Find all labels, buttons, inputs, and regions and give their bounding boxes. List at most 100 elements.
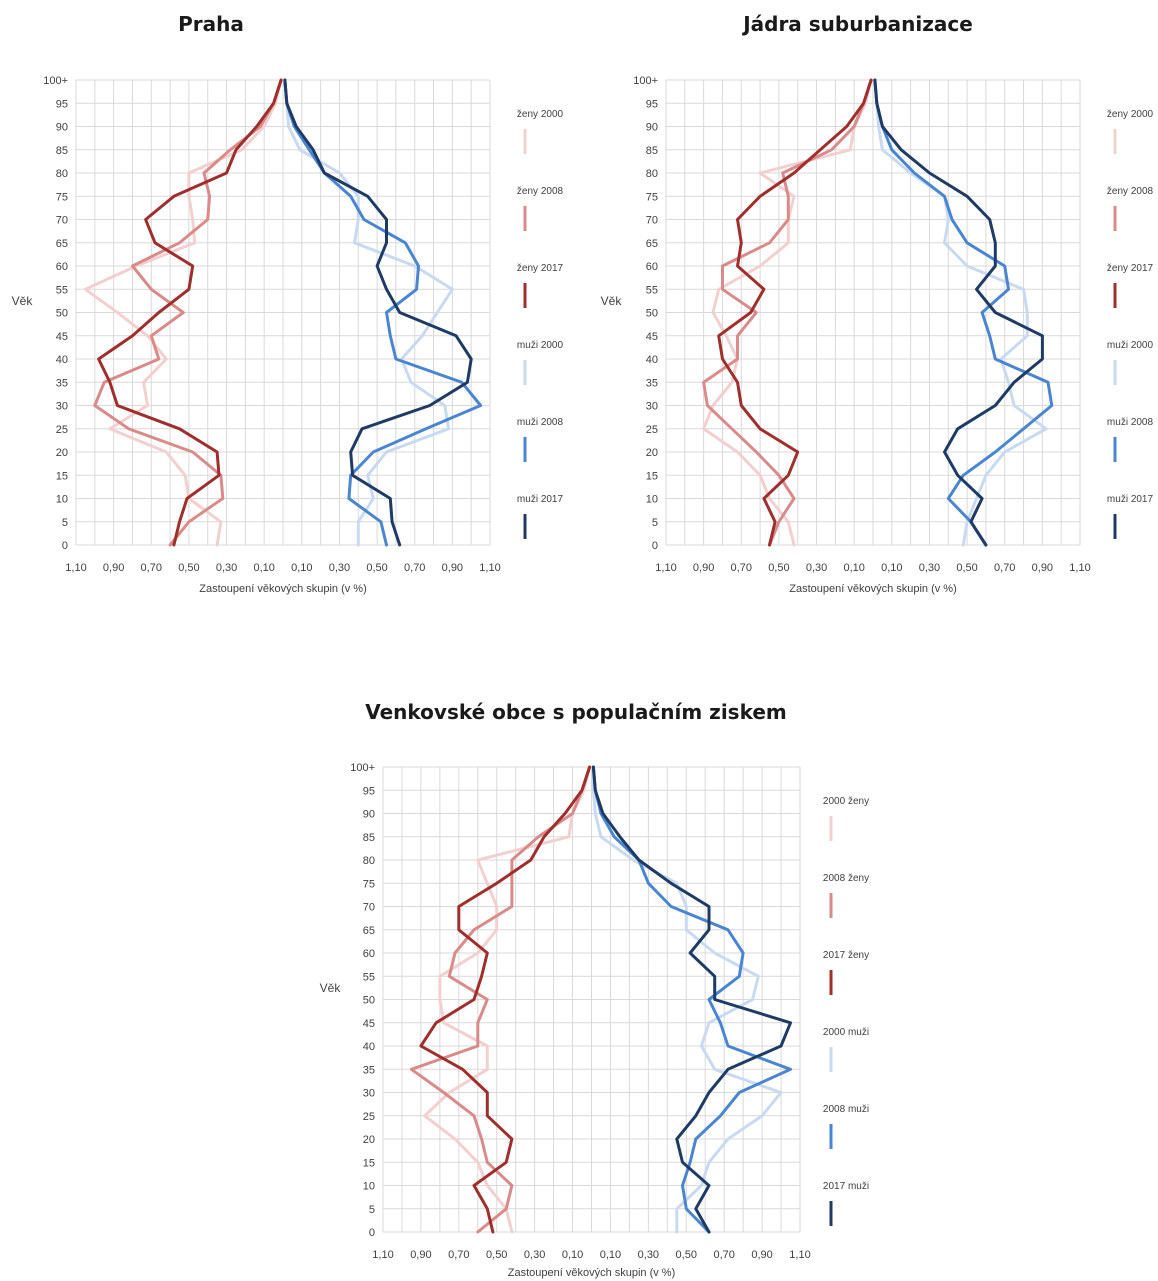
series-line	[97, 78, 283, 547]
x-tick-label: 0,90	[410, 1249, 431, 1261]
series-line	[283, 78, 483, 547]
chart-3: 0 5 10 15 20 25 30 35 40 45 50 55 60 65 70 75 80 85 90 95 10…	[320, 762, 869, 1279]
legend-label: ženy 2017	[1107, 263, 1154, 274]
legend-label: ženy 2008	[517, 186, 564, 197]
series-line	[419, 765, 592, 1234]
x-axis-label: Zastoupení věkových skupin (v %)	[508, 1267, 676, 1279]
x-tick-label: 0,70	[141, 562, 162, 574]
series-line	[591, 765, 792, 1234]
x-tick-label: 0,30	[919, 562, 940, 574]
y-tick-label: 90	[646, 122, 658, 134]
y-tick-label: 25	[363, 1111, 375, 1123]
legend-label: ženy 2017	[517, 263, 564, 274]
legend-label: 2000 ženy	[823, 796, 869, 807]
chart-title: Venkovské obce s populačním ziskem	[365, 700, 787, 724]
y-axis-label: Věk	[320, 981, 342, 995]
x-tick-label: 0,10	[600, 1249, 621, 1261]
series-line	[409, 765, 592, 1234]
chart-1: 0 5 10 15 20 25 30 35 40 45 50 55 60 65 70 75 80 85 90 95 10…	[12, 75, 564, 595]
y-tick-label: 75	[56, 191, 68, 203]
gridlines	[382, 766, 801, 1233]
y-tick-label: 100+	[43, 75, 68, 87]
legend: ženy 2000 ženy 2008 ženy 2017 muži 2000 muži…	[517, 109, 564, 539]
y-tick-label: 80	[363, 855, 375, 867]
x-tick-label: 0,10	[291, 562, 312, 574]
x-tick-label: 1,10	[372, 1249, 393, 1261]
y-tick-label: 35	[646, 377, 658, 389]
legend-label: muži 2000	[1107, 340, 1154, 351]
x-tick-label: 0,10	[843, 562, 864, 574]
legend-label: 2008 muži	[823, 1104, 869, 1115]
x-tick-label: 1,10	[655, 562, 676, 574]
series-line	[591, 765, 792, 1234]
x-tick-label: 0,90	[751, 1249, 772, 1261]
x-tick-label: 0,90	[442, 562, 463, 574]
y-tick-label: 75	[646, 191, 658, 203]
legend-label: muži 2008	[517, 417, 564, 428]
x-axis-label: Zastoupení věkových skupin (v %)	[199, 583, 367, 595]
series-line	[702, 78, 873, 547]
legend-label: ženy 2000	[1107, 109, 1154, 120]
y-tick-label: 85	[56, 145, 68, 157]
y-tick-label: 65	[56, 238, 68, 250]
series-line	[591, 765, 783, 1234]
x-tick-label: 0,70	[448, 1249, 469, 1261]
y-tick-label: 30	[56, 401, 68, 413]
y-tick-label: 45	[363, 1018, 375, 1030]
series-line	[717, 78, 873, 547]
y-tick-label: 55	[56, 284, 68, 296]
x-tick-label: 0,90	[693, 562, 714, 574]
gridlines	[75, 79, 491, 546]
y-tick-label: 20	[56, 447, 68, 459]
y-tick-label: 30	[646, 401, 658, 413]
y-tick-label: 0	[369, 1227, 375, 1239]
y-tick-label: 0	[652, 540, 658, 552]
series-line	[93, 78, 283, 547]
legend-label: 2017 muži	[823, 1181, 869, 1192]
y-tick-label: 60	[363, 948, 375, 960]
chart-2: 0 5 10 15 20 25 30 35 40 45 50 55 60 65 70 75 80 85 90 95 10…	[601, 75, 1154, 595]
y-tick-label: 20	[363, 1134, 375, 1146]
y-tick-label: 70	[646, 215, 658, 227]
y-tick-label: 95	[56, 98, 68, 110]
y-tick-label: 90	[56, 122, 68, 134]
legend-label: 2017 ženy	[823, 950, 869, 961]
y-tick-label: 60	[56, 261, 68, 273]
y-tick-label: 85	[646, 145, 658, 157]
legend: 2000 ženy 2008 ženy 2017 ženy 2000 muži 2008…	[823, 796, 869, 1226]
x-tick-label: 0,70	[713, 1249, 734, 1261]
y-tick-label: 20	[646, 447, 658, 459]
y-tick-label: 40	[363, 1041, 375, 1053]
chart-title: Praha	[178, 12, 244, 36]
legend: ženy 2000 ženy 2008 ženy 2017 muži 2000 muži…	[1107, 109, 1154, 539]
chart-title: Jádra suburbanizace	[743, 12, 973, 36]
x-tick-label: 1,10	[65, 562, 86, 574]
y-tick-label: 50	[363, 995, 375, 1007]
y-tick-label: 35	[56, 377, 68, 389]
series-line	[873, 78, 1054, 547]
y-tick-label: 15	[56, 470, 68, 482]
y-tick-label: 65	[363, 925, 375, 937]
series-line	[873, 78, 1044, 547]
y-tick-label: 80	[646, 168, 658, 180]
y-tick-label: 25	[646, 424, 658, 436]
y-tick-label: 80	[56, 168, 68, 180]
y-tick-label: 65	[646, 238, 658, 250]
y-tick-label: 55	[646, 284, 658, 296]
x-tick-label: 0,30	[216, 562, 237, 574]
y-tick-label: 10	[56, 494, 68, 506]
y-tick-label: 15	[646, 470, 658, 482]
x-tick-label: 0,30	[638, 1249, 659, 1261]
y-tick-label: 35	[363, 1064, 375, 1076]
series-line	[283, 78, 473, 547]
y-tick-label: 45	[56, 331, 68, 343]
legend-label: 2008 ženy	[823, 873, 869, 884]
y-axis-label: Věk	[601, 294, 623, 308]
x-tick-label: 0,30	[524, 1249, 545, 1261]
y-tick-label: 60	[646, 261, 658, 273]
x-tick-label: 0,10	[562, 1249, 583, 1261]
y-tick-label: 15	[363, 1157, 375, 1169]
x-tick-label: 0,10	[881, 562, 902, 574]
x-tick-label: 0,70	[731, 562, 752, 574]
